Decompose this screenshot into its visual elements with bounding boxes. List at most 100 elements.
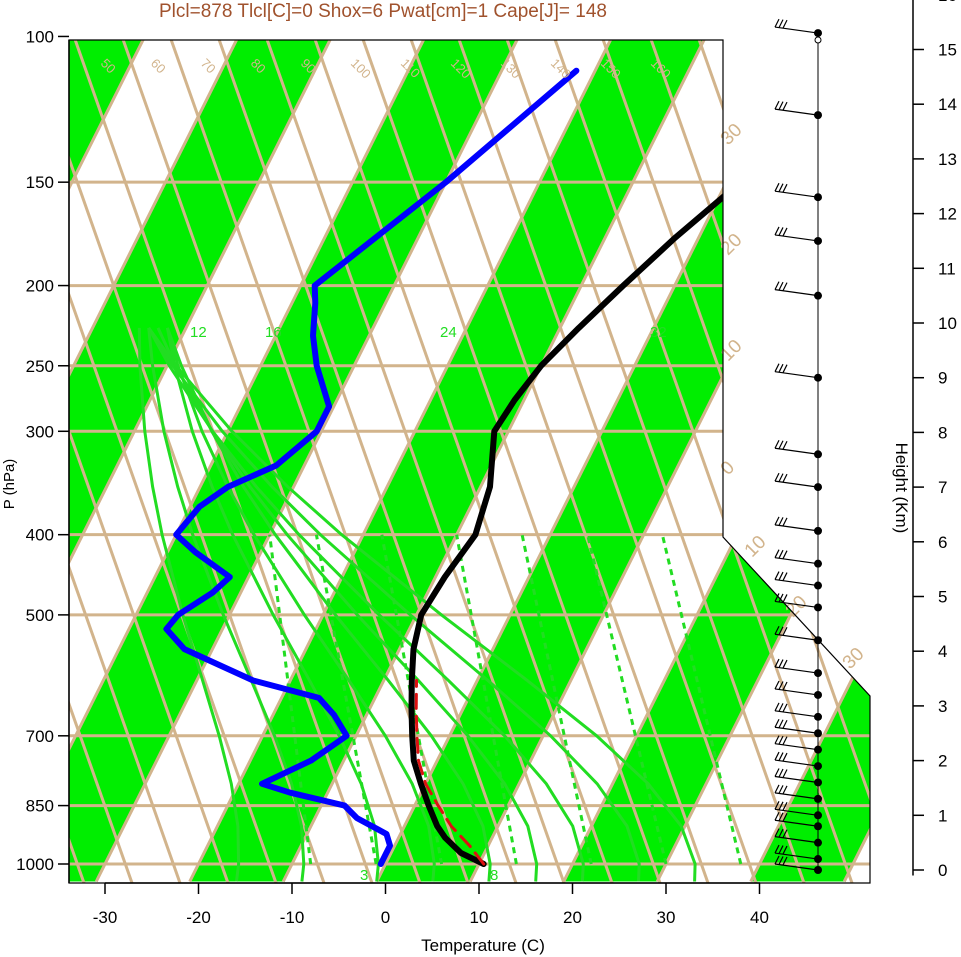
- wind-barb: [774, 549, 819, 565]
- height-tick-label: 5: [938, 588, 947, 607]
- wind-barb: [774, 811, 819, 827]
- dry-adiabat: [69, 40, 326, 883]
- moist-adiabat-lines: [137, 327, 697, 882]
- wind-barb: [774, 516, 819, 532]
- wind-barb: [774, 472, 819, 488]
- wind-barb: [774, 702, 819, 718]
- dry-adiabat: [342, 40, 806, 883]
- side-temp-label: 0: [717, 457, 739, 479]
- green-band: [189, 40, 706, 882]
- y-axis: 100 150 200 250 300 400 500 700 850 1000: [16, 27, 70, 883]
- x-axis-label: Temperature (C): [421, 936, 545, 955]
- moist-adiabat: [165, 327, 380, 882]
- dry-adiabat: [872, 0, 961, 883]
- mixing-ratio-label: 24: [440, 324, 457, 341]
- dry-adiabat: [69, 40, 422, 883]
- side-temp-label: 30: [839, 644, 869, 674]
- sounding-series: [163, 67, 860, 867]
- wind-barb: [774, 440, 819, 455]
- wind-barb: [774, 735, 819, 751]
- y-tick-label: 150: [26, 173, 54, 192]
- height-axis: 012345678910111213141516: [912, 0, 957, 880]
- green-band: [69, 40, 332, 882]
- dry-adiabat: [198, 40, 662, 883]
- mixing-ratio-label: 3: [360, 867, 368, 884]
- dry-adiabat: [69, 40, 518, 883]
- wind-barb: [774, 18, 819, 34]
- mixing-ratio-label: 16: [265, 324, 282, 341]
- height-tick-label: 8: [938, 423, 947, 442]
- height-tick-label: 0: [938, 861, 947, 880]
- series-line-0: [408, 67, 860, 867]
- wind-barb: [774, 226, 819, 242]
- side-temp-label: 30: [717, 120, 747, 150]
- chart-title: Plcl=878 Tlcl[C]=0 Shox=6 Pwat[cm]=1 Cap…: [159, 1, 607, 22]
- dry-adiabat: [438, 40, 870, 883]
- x-tick-label: 0: [381, 908, 390, 927]
- isotherm: [749, 40, 870, 883]
- height-axis-label: Height (Km): [892, 443, 911, 534]
- wind-barb: [774, 100, 819, 116]
- series-line-2: [414, 678, 486, 866]
- wind-barb: [774, 801, 819, 816]
- height-tick-label: 9: [938, 369, 947, 388]
- height-tick-label: 7: [938, 478, 947, 497]
- wind-barb: [774, 658, 819, 674]
- dry-adiabat: [294, 40, 758, 883]
- isotherm: [69, 40, 147, 883]
- isotherm-label: 70: [198, 56, 219, 77]
- dry-adiabat: [0, 0, 36, 883]
- isotherm: [69, 40, 334, 883]
- dry-adiabat: [69, 40, 230, 883]
- x-tick-label: 30: [657, 908, 676, 927]
- height-tick-label: 13: [938, 150, 957, 169]
- dry-adiabat: [246, 40, 710, 883]
- wind-barb: [774, 784, 819, 800]
- mixing-ratio-line: [455, 534, 518, 865]
- height-tick-label: 3: [938, 697, 947, 716]
- y-tick-label: 100: [26, 27, 54, 46]
- wind-barb: [774, 571, 819, 587]
- mixing-ratio-line: [660, 534, 743, 865]
- wind-barb: [774, 680, 819, 696]
- dry-adiabat: [102, 40, 566, 883]
- mixing-ratio-line: [314, 534, 378, 865]
- wind-barb: [774, 855, 819, 871]
- x-tick-label: -20: [186, 908, 211, 927]
- dry-adiabat: [486, 40, 870, 883]
- moist-adiabat: [147, 327, 306, 882]
- y-tick-label: 250: [26, 357, 54, 376]
- moist-adiabat: [147, 327, 641, 882]
- x-tick-label: 20: [563, 908, 582, 927]
- temperature-bands: [69, 40, 870, 882]
- y-tick-label: 400: [26, 526, 54, 545]
- wind-barb: [774, 828, 819, 844]
- mixing-ratio-lines: [268, 534, 743, 865]
- mixing-ratio-label: 12: [190, 324, 207, 341]
- height-tick-label: 16: [938, 0, 957, 5]
- height-tick-label: 10: [938, 314, 957, 333]
- y-tick-label: 1000: [16, 855, 54, 874]
- y-tick-label: 200: [26, 277, 54, 296]
- mixing-ratio-label: 8: [490, 867, 498, 884]
- y-tick-label: 300: [26, 422, 54, 441]
- mixing-ratio-label: 32: [650, 324, 667, 341]
- wind-barb: [774, 281, 819, 297]
- wind-barb: [774, 593, 819, 609]
- wind-barb: [774, 768, 819, 784]
- mixing-ratio-line: [520, 534, 593, 865]
- side-temp-label: 10: [741, 532, 771, 562]
- wind-barb: [774, 182, 819, 198]
- mixing-ratio-line: [586, 534, 668, 865]
- height-tick-label: 6: [938, 533, 947, 552]
- y-tick-label: 850: [26, 797, 54, 816]
- height-tick-label: 12: [938, 205, 957, 224]
- y-tick-label: 700: [26, 727, 54, 746]
- height-tick-label: 2: [938, 752, 947, 771]
- isotherm: [188, 40, 614, 883]
- wind-barb: [774, 718, 819, 734]
- height-tick-label: 11: [938, 259, 956, 278]
- x-tick-label: -10: [280, 908, 305, 927]
- height-tick-label: 1: [938, 806, 947, 825]
